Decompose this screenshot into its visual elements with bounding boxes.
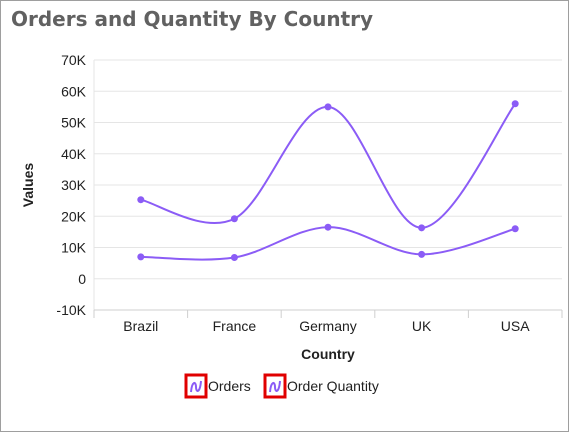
- y-tick-label: 50K: [61, 115, 87, 131]
- x-tick-label: Brazil: [123, 318, 158, 334]
- data-point: [418, 224, 426, 232]
- legend-highlight-box: [184, 373, 208, 399]
- legend-item[interactable]: Orders: [184, 373, 251, 399]
- y-tick-label: 40K: [61, 146, 87, 162]
- y-tick-label: -10K: [56, 302, 86, 318]
- y-tick-label: 20K: [61, 208, 87, 224]
- x-axis: Brazil France Germany UK USA: [93, 309, 563, 334]
- y-tick-label: 30K: [61, 177, 87, 193]
- data-point: [418, 250, 426, 258]
- x-tick-label: France: [213, 318, 257, 334]
- x-tick-label: Germany: [299, 318, 357, 334]
- legend-highlight-box: [263, 373, 287, 399]
- chart-title: Orders and Quantity By Country: [11, 7, 374, 31]
- series-1: [137, 100, 519, 232]
- gridlines: [93, 59, 562, 311]
- x-tick-label: USA: [501, 318, 530, 334]
- x-tick-label: UK: [412, 318, 432, 334]
- legend-label: Orders: [208, 378, 251, 394]
- series-line: [140, 103, 516, 229]
- spline-series-icon: [190, 380, 202, 393]
- legend: Orders Order Quantity: [184, 373, 379, 399]
- data-point: [230, 254, 238, 261]
- y-tick-label: 0: [78, 271, 86, 287]
- data-point: [511, 100, 519, 108]
- series-layer: [137, 100, 519, 261]
- y-tick-label: 60K: [61, 83, 87, 99]
- legend-item[interactable]: Order Quantity: [263, 373, 379, 399]
- data-point: [137, 253, 145, 261]
- data-point: [324, 103, 332, 111]
- x-axis-label: Country: [301, 346, 355, 362]
- data-point: [230, 215, 238, 223]
- y-tick-label: 10K: [61, 240, 87, 256]
- data-point: [511, 225, 519, 233]
- spline-series-icon: [269, 380, 281, 393]
- data-point: [137, 196, 145, 204]
- legend-label: Order Quantity: [287, 378, 379, 394]
- y-tick-label: 70K: [61, 52, 87, 68]
- data-point: [324, 223, 332, 231]
- y-axis-label: Values: [20, 163, 36, 208]
- series-0: [137, 223, 519, 261]
- series-line: [140, 226, 516, 261]
- y-axis-ticks: -10K 0 10K 20K 30K 40K 50K 60K 70K: [56, 52, 86, 318]
